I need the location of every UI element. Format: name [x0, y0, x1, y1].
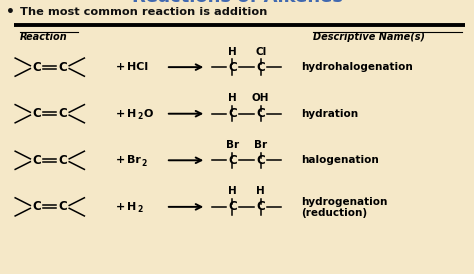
Text: Br: Br — [254, 140, 267, 150]
Text: C: C — [228, 107, 237, 120]
Text: C: C — [228, 154, 237, 167]
Text: C: C — [59, 200, 67, 213]
Text: Reactions of Alkenes: Reactions of Alkenes — [131, 0, 343, 6]
Text: C: C — [59, 61, 67, 74]
Text: (reduction): (reduction) — [301, 208, 367, 218]
Text: C: C — [228, 200, 237, 213]
Text: H: H — [228, 47, 237, 57]
Text: H: H — [127, 202, 136, 212]
Text: C: C — [32, 107, 41, 120]
Text: hydration: hydration — [301, 109, 358, 119]
Text: O: O — [143, 109, 153, 119]
Text: +: + — [116, 62, 126, 72]
Text: The most common reaction is addition: The most common reaction is addition — [20, 7, 267, 17]
Text: •: • — [6, 5, 15, 19]
Text: H: H — [127, 109, 136, 119]
Text: C: C — [59, 154, 67, 167]
Text: +: + — [116, 109, 126, 119]
Text: Reaction: Reaction — [20, 32, 68, 41]
Text: HCl: HCl — [127, 62, 148, 72]
Text: hydrohalogenation: hydrohalogenation — [301, 62, 413, 72]
Text: Cl: Cl — [255, 47, 266, 57]
Text: C: C — [256, 61, 265, 74]
Text: C: C — [256, 154, 265, 167]
Text: C: C — [256, 107, 265, 120]
Text: C: C — [228, 61, 237, 74]
Text: C: C — [32, 154, 41, 167]
Text: C: C — [32, 200, 41, 213]
Text: H: H — [228, 93, 237, 103]
Text: C: C — [59, 107, 67, 120]
Text: halogenation: halogenation — [301, 155, 379, 165]
Text: 2: 2 — [137, 112, 143, 121]
Text: +: + — [116, 155, 126, 165]
Text: 2: 2 — [137, 205, 143, 214]
Text: hydrogenation: hydrogenation — [301, 197, 387, 207]
Text: Descriptive Name(s): Descriptive Name(s) — [313, 32, 428, 41]
Text: +: + — [116, 202, 126, 212]
Text: H: H — [256, 187, 265, 196]
Text: C: C — [32, 61, 41, 74]
Text: Br: Br — [127, 155, 140, 165]
Text: OH: OH — [252, 93, 269, 103]
Text: H: H — [228, 187, 237, 196]
Text: Br: Br — [226, 140, 239, 150]
Text: 2: 2 — [142, 159, 147, 167]
Text: C: C — [256, 200, 265, 213]
